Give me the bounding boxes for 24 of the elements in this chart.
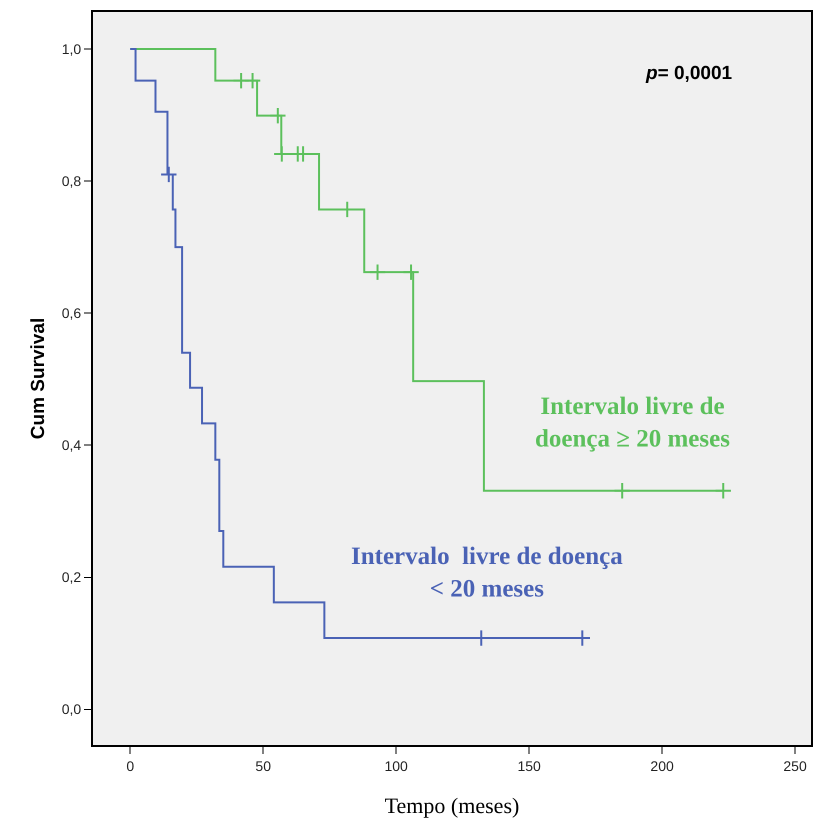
point — [368, 263, 386, 281]
x-tick-label: 50 — [255, 758, 272, 774]
y-tick-label: 0,6 — [62, 305, 82, 322]
y-tick-label: 0,0 — [62, 701, 82, 718]
x-tick-label: 200 — [650, 758, 674, 774]
y-tick-label: 0,8 — [62, 172, 82, 189]
point — [244, 72, 262, 90]
point — [613, 482, 631, 500]
annotation: Intervalo livre de doença < 20 meses — [351, 543, 624, 602]
y-tick-label: 1,0 — [62, 40, 82, 57]
point — [160, 166, 178, 184]
x-axis-title: Tempo (meses) — [384, 793, 520, 818]
y-axis-title: Cum Survival — [28, 318, 50, 440]
x-tick-label: 250 — [783, 758, 807, 774]
x-tick-label: 150 — [517, 758, 542, 774]
y-tick-label: 0,4 — [62, 437, 82, 454]
annotation: Intervalo livre de doença ≥ 20 meses — [535, 393, 730, 452]
y-tick-label: 0,2 — [62, 569, 82, 586]
point — [269, 106, 287, 124]
point — [402, 263, 420, 281]
annotation: p= 0,0001 — [645, 63, 733, 84]
x-tick-label: 0 — [126, 758, 134, 774]
x-tick-label: 100 — [384, 758, 408, 774]
point — [714, 482, 732, 500]
